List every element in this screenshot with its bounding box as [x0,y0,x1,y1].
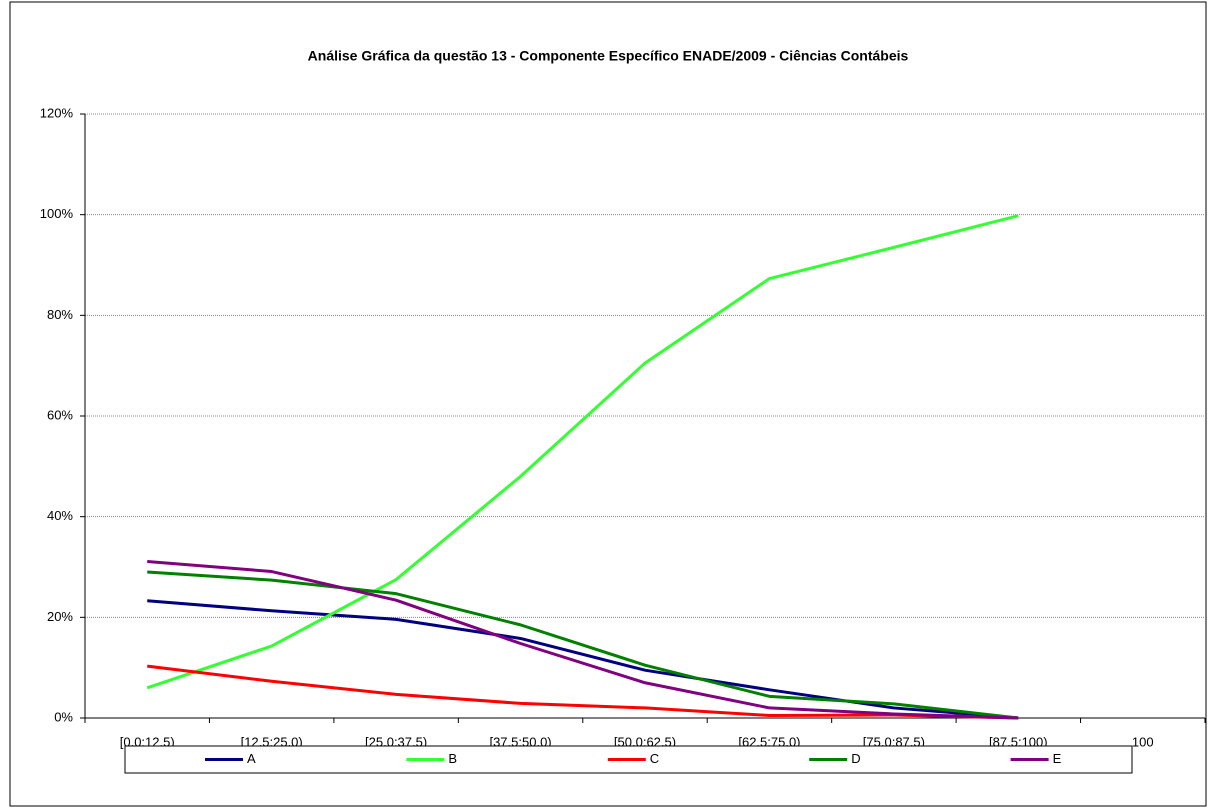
y-tick-label: 60% [47,407,73,422]
y-tick-label: 120% [40,105,74,120]
y-tick-label: 40% [47,508,73,523]
chart-border [9,1,1207,807]
legend-label: B [448,751,457,766]
series-line [147,559,1019,720]
y-tick-label: 80% [47,307,73,322]
series-line [147,570,1019,720]
legend-label: E [1053,751,1062,766]
legend-label: A [247,751,256,766]
chart-title: Análise Gráfica da questão 13 - Componen… [308,48,909,64]
y-tick-label: 100% [40,206,74,221]
y-tick-label: 0% [54,709,73,724]
series-line [147,664,1019,720]
legend-label: C [650,751,659,766]
legend-label: D [851,751,860,766]
series-line [146,214,1019,690]
y-tick-label: 20% [47,609,73,624]
series-line [147,599,1019,720]
x-tick-label: 100 [1132,734,1154,749]
